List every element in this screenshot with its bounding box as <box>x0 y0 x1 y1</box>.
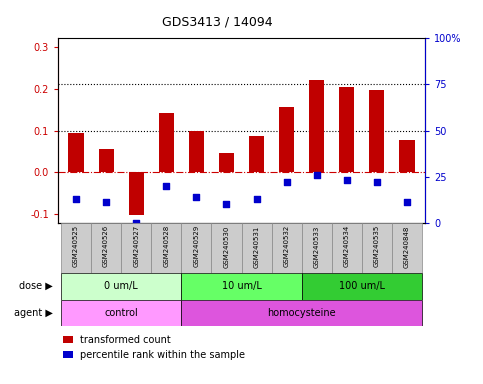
Legend: transformed count, percentile rank within the sample: transformed count, percentile rank withi… <box>63 335 245 360</box>
Text: GDS3413 / 14094: GDS3413 / 14094 <box>162 15 273 28</box>
Bar <box>212 223 242 273</box>
Point <box>343 177 351 184</box>
Point <box>102 199 110 205</box>
Bar <box>302 273 422 300</box>
Point <box>313 172 321 178</box>
Point <box>132 220 140 226</box>
Bar <box>271 223 302 273</box>
Bar <box>181 223 212 273</box>
Bar <box>242 223 271 273</box>
Point <box>403 199 411 205</box>
Text: GSM240531: GSM240531 <box>254 225 259 268</box>
Text: GSM240530: GSM240530 <box>224 225 229 268</box>
Text: 10 um/L: 10 um/L <box>222 281 261 291</box>
Text: control: control <box>104 308 138 318</box>
Bar <box>339 86 355 172</box>
Bar <box>399 140 414 172</box>
Text: 100 um/L: 100 um/L <box>339 281 385 291</box>
Bar <box>189 131 204 172</box>
Bar <box>392 223 422 273</box>
Point <box>223 201 230 207</box>
Point <box>72 196 80 202</box>
Bar <box>181 300 422 326</box>
Text: GSM240528: GSM240528 <box>163 225 169 268</box>
Text: GSM240532: GSM240532 <box>284 225 290 268</box>
Point <box>373 179 381 185</box>
Bar <box>91 223 121 273</box>
Text: 0 um/L: 0 um/L <box>104 281 138 291</box>
Bar <box>151 223 181 273</box>
Text: GSM240525: GSM240525 <box>73 225 79 267</box>
Bar <box>99 149 114 172</box>
Text: homocysteine: homocysteine <box>268 308 336 318</box>
Text: dose ▶: dose ▶ <box>19 281 53 291</box>
Text: GSM240533: GSM240533 <box>314 225 320 268</box>
Bar <box>69 132 84 172</box>
Bar <box>302 223 332 273</box>
Point <box>283 179 290 185</box>
Text: GSM240534: GSM240534 <box>344 225 350 268</box>
Text: GSM240527: GSM240527 <box>133 225 139 268</box>
Bar <box>362 223 392 273</box>
Bar <box>219 153 234 172</box>
Point <box>162 183 170 189</box>
Text: GSM240848: GSM240848 <box>404 225 410 268</box>
Bar <box>181 273 302 300</box>
Bar <box>61 300 181 326</box>
Point <box>193 194 200 200</box>
Bar <box>159 113 174 172</box>
Bar <box>279 107 294 172</box>
Bar <box>128 172 144 215</box>
Bar <box>332 223 362 273</box>
Bar <box>61 273 181 300</box>
Text: GSM240535: GSM240535 <box>374 225 380 268</box>
Bar <box>369 90 384 172</box>
Bar <box>121 223 151 273</box>
Text: GSM240526: GSM240526 <box>103 225 109 268</box>
Bar <box>61 223 91 273</box>
Text: agent ▶: agent ▶ <box>14 308 53 318</box>
Bar <box>309 80 324 172</box>
Bar <box>249 136 264 172</box>
Text: GSM240529: GSM240529 <box>193 225 199 268</box>
Point <box>253 196 260 202</box>
